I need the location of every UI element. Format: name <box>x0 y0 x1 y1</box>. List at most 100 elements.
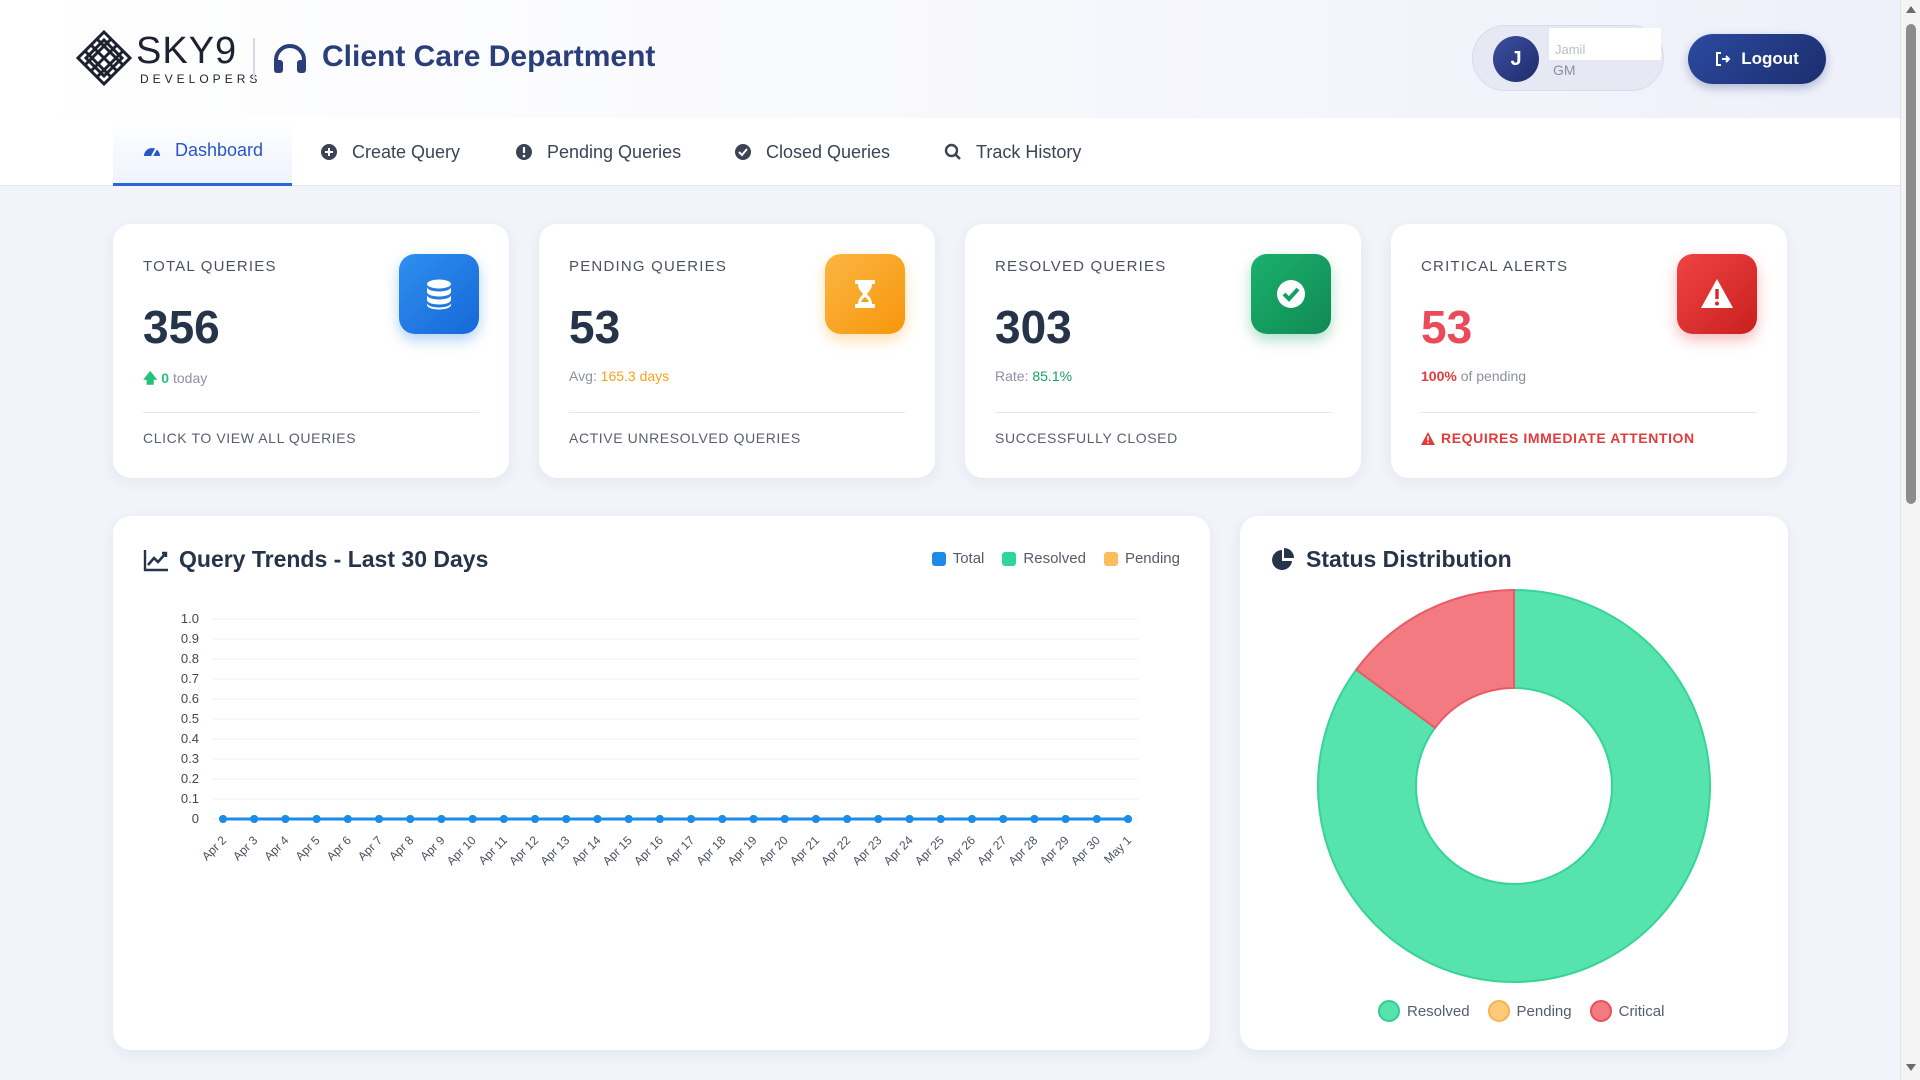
stat-value: 303 <box>995 301 1072 353</box>
legend-item-resolved[interactable]: Resolved <box>1378 1000 1470 1022</box>
legend-label: Critical <box>1618 1002 1665 1020</box>
data-point-total <box>312 815 321 823</box>
x-tick-label: Apr 15 <box>600 833 635 868</box>
scrollbar-thumb[interactable] <box>1906 24 1916 504</box>
data-point-total <box>874 815 883 823</box>
data-point-total <box>562 815 571 823</box>
trends-legend: Total Resolved Pending <box>931 550 1180 567</box>
distribution-title: Status Distribution <box>1306 546 1512 572</box>
tab-pending-queries[interactable]: Pending Queries <box>515 118 681 186</box>
legend-item-resolved[interactable]: Resolved <box>1002 550 1086 567</box>
data-point-total <box>811 815 820 823</box>
legend-label: Pending <box>1124 550 1180 567</box>
company-logo[interactable]: SKY9 DEVELOPERS <box>76 28 257 88</box>
exclamation-circle-icon <box>516 144 532 160</box>
warning-triangle-icon <box>1421 431 1435 445</box>
stat-card-pending[interactable]: PENDING QUERIES 53 Avg: 165.3 days ACTIV… <box>539 224 935 478</box>
legend-label: Total <box>952 550 985 567</box>
scroll-up-arrow-icon[interactable] <box>1906 6 1916 13</box>
stat-footer-link[interactable]: CLICK TO VIEW ALL QUERIES <box>143 430 357 446</box>
logout-button[interactable]: Logout <box>1688 34 1826 84</box>
pct-value: 100% <box>1421 368 1457 384</box>
page-scrollbar[interactable] <box>1900 0 1920 1080</box>
x-tick-label: Apr 6 <box>324 833 354 863</box>
pie-slice-resolved <box>1317 588 1711 983</box>
stat-footer: ACTIVE UNRESOLVED QUERIES <box>569 430 801 446</box>
avg-label: Avg: <box>569 368 597 384</box>
card-divider <box>995 412 1331 413</box>
stat-label: PENDING QUERIES <box>569 258 728 275</box>
tab-closed-queries[interactable]: Closed Queries <box>734 118 890 186</box>
x-tick-label: Apr 4 <box>261 833 291 863</box>
tab-track-history[interactable]: Track History <box>944 118 1081 186</box>
stat-card-total[interactable]: TOTAL QUERIES 356 🡅 0 today CLICK TO VIE… <box>113 224 509 478</box>
x-tick-label: Apr 11 <box>476 833 511 868</box>
x-tick-label: Apr 22 <box>818 833 853 868</box>
header: SKY9 DEVELOPERS Client Care Department J… <box>0 0 1900 118</box>
warning-triangle-icon <box>1677 254 1757 334</box>
x-tick-label: Apr 21 <box>787 833 822 868</box>
data-point-total <box>1061 815 1070 823</box>
data-point-total <box>749 815 758 823</box>
x-tick-label: May 1 <box>1101 833 1134 866</box>
legend-item-critical[interactable]: Critical <box>1589 1000 1665 1022</box>
trends-title: Query Trends - Last 30 Days <box>179 546 489 572</box>
legend-label: Resolved <box>1407 1002 1470 1020</box>
stat-value: 53 <box>1421 301 1473 353</box>
search-icon <box>944 143 961 160</box>
page-title: Client Care Department <box>322 40 656 73</box>
x-tick-label: Apr 20 <box>756 833 791 868</box>
x-tick-label: Apr 25 <box>912 833 947 868</box>
data-point-total <box>905 815 914 823</box>
data-point-total <box>1124 815 1132 823</box>
data-point-total <box>843 815 852 823</box>
data-point-total <box>718 815 727 823</box>
data-point-total <box>499 815 508 823</box>
y-tick-label: 0.9 <box>181 631 199 646</box>
distribution-legend: Resolved Pending Critical <box>1378 1000 1664 1022</box>
legend-label: Pending <box>1516 1002 1572 1020</box>
data-point-total <box>375 815 384 823</box>
panel-title: Query Trends - Last 30 Days <box>143 546 488 573</box>
logout-icon <box>1716 52 1731 66</box>
x-tick-label: Apr 29 <box>1037 833 1072 868</box>
y-tick-label: 1.0 <box>181 611 199 626</box>
legend-item-pending[interactable]: Pending <box>1103 550 1180 567</box>
x-tick-label: Apr 28 <box>1006 833 1041 868</box>
tab-create-query[interactable]: Create Query <box>320 118 460 186</box>
logout-label: Logout <box>1741 49 1799 68</box>
x-tick-label: Apr 14 <box>569 833 604 868</box>
legend-swatch <box>931 551 946 566</box>
brand-subtitle: DEVELOPERS <box>140 72 262 86</box>
pie-slice-critical <box>1354 588 1515 730</box>
tab-label: Pending Queries <box>547 141 682 162</box>
x-tick-label: Apr 16 <box>631 833 666 868</box>
x-tick-label: Apr 8 <box>386 833 416 863</box>
data-point-total <box>219 815 227 823</box>
x-tick-label: Apr 7 <box>355 833 385 863</box>
user-profile-chip[interactable]: J Jamil GM <box>1472 25 1664 91</box>
scroll-down-arrow-icon[interactable] <box>1906 1064 1916 1071</box>
data-point-total <box>406 815 415 823</box>
legend-item-pending[interactable]: Pending <box>1487 1000 1572 1022</box>
stat-card-critical[interactable]: CRITICAL ALERTS 53 100% of pending REQUI… <box>1391 224 1787 478</box>
data-point-total <box>593 815 602 823</box>
stat-card-resolved[interactable]: RESOLVED QUERIES 303 Rate: 85.1% SUCCESS… <box>965 224 1361 478</box>
x-tick-label: Apr 19 <box>725 833 760 868</box>
data-point-total <box>1030 815 1039 823</box>
legend-item-total[interactable]: Total <box>931 550 985 567</box>
database-icon <box>399 254 479 334</box>
tab-dashboard[interactable]: Dashboard <box>113 118 292 186</box>
data-point-total <box>624 815 633 823</box>
stat-value: 356 <box>143 301 220 353</box>
x-tick-label: Apr 3 <box>230 833 260 863</box>
user-role: GM <box>1553 62 1576 78</box>
data-point-total <box>437 815 446 823</box>
data-point-total <box>967 815 976 823</box>
y-tick-label: 0.4 <box>181 731 199 746</box>
tab-label: Dashboard <box>175 140 264 160</box>
y-tick-label: 0.5 <box>181 711 199 726</box>
avg-value: 165.3 days <box>600 368 670 384</box>
y-tick-label: 0.8 <box>181 651 199 666</box>
